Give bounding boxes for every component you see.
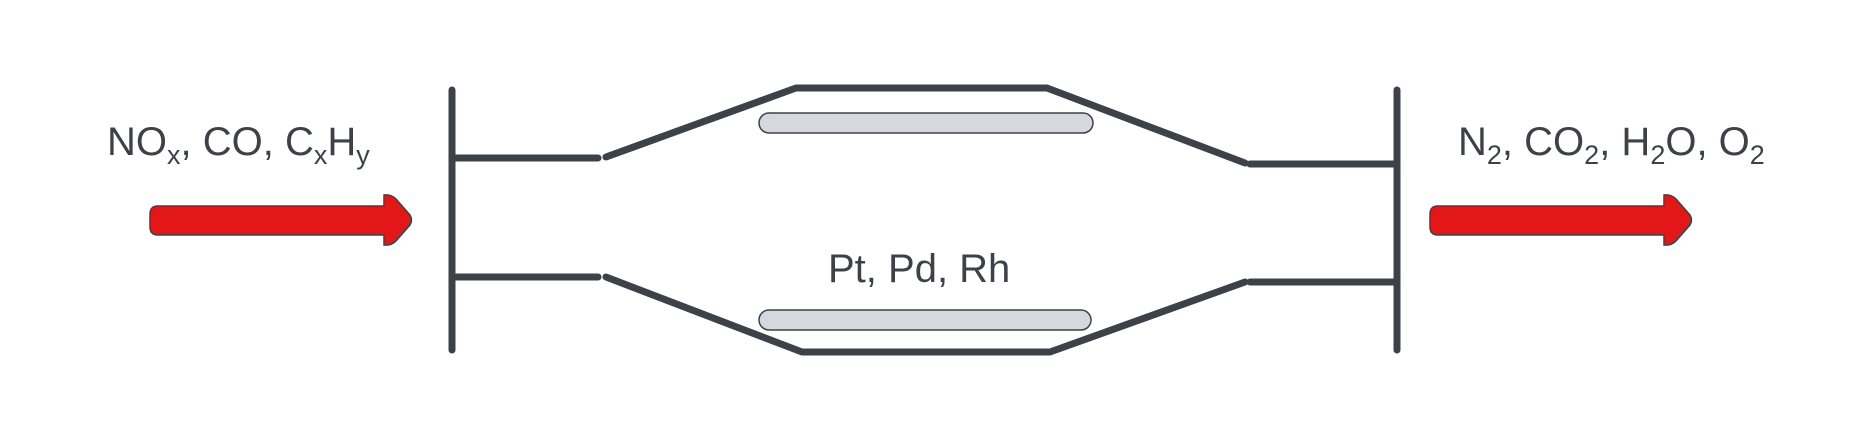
outlet-label-subscript: 2 — [1487, 140, 1502, 170]
outlet-label-text: N — [1458, 120, 1487, 164]
outlet-label-text: O, O — [1665, 120, 1749, 164]
housing-top-wall — [602, 84, 1249, 167]
outlet-gases-label: N2, CO2, H2O, O2 — [1458, 120, 1765, 170]
inlet-label-text: NO — [107, 120, 167, 164]
inlet-flow-arrow — [149, 194, 413, 246]
catalyst-substrate-top — [758, 112, 1094, 134]
outlet-label-text: , H — [1599, 120, 1650, 164]
housing-bottom-wall — [602, 273, 1249, 356]
outlet-label-subscript: 2 — [1750, 140, 1765, 170]
inlet-label-subscript: x — [167, 140, 181, 170]
inlet-label-text: , CO, C — [181, 120, 314, 164]
outlet-label-subscript: 2 — [1650, 140, 1665, 170]
catalyst-metals-label: Pt, Pd, Rh — [828, 247, 1010, 291]
outlet-label-subscript: 2 — [1584, 140, 1599, 170]
inlet-gases-label: NOx, CO, CxHy — [107, 120, 370, 170]
outlet-flow-arrow — [1429, 194, 1693, 246]
inlet-label-text: H — [327, 120, 356, 164]
inlet-label-subscript: x — [314, 140, 328, 170]
outlet-label-text: , CO — [1502, 120, 1584, 164]
inlet-label-subscript: y — [356, 140, 370, 170]
catalyst-substrate-bottom — [758, 309, 1092, 331]
